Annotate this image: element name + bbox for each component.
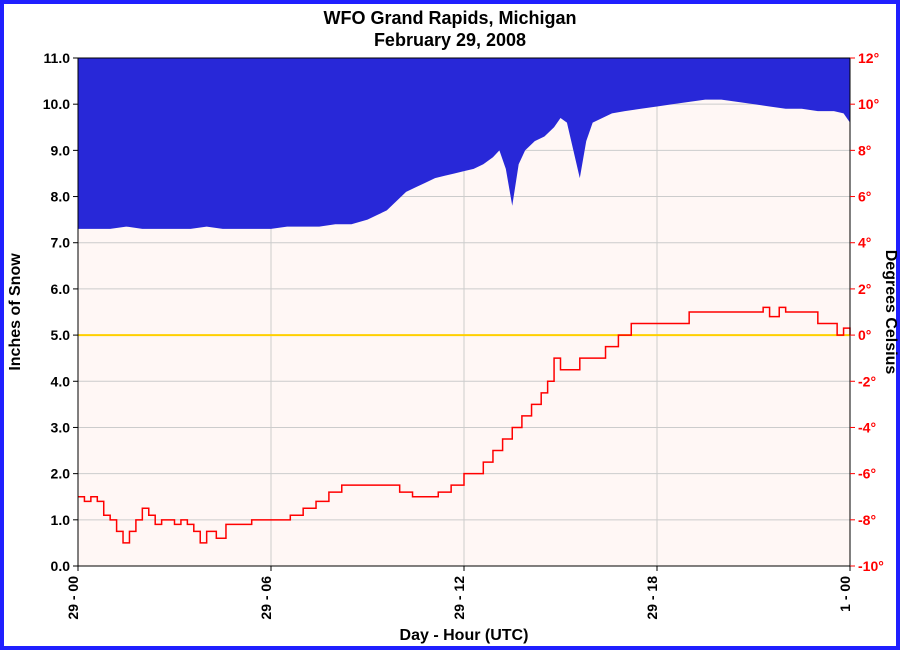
ytick-left-label: 9.0 <box>51 142 71 158</box>
ytick-left-label: 0.0 <box>51 558 71 574</box>
ytick-left-label: 11.0 <box>44 50 71 66</box>
ytick-right-label: 0° <box>858 327 871 343</box>
xtick-label: 29 - 00 <box>65 576 81 620</box>
ytick-left-label: 6.0 <box>51 281 71 297</box>
ytick-right-label: 6° <box>858 189 871 205</box>
ytick-left-label: 2.0 <box>51 466 71 482</box>
y-axis-right-label: Degrees Celsius <box>882 250 899 375</box>
chart-svg: WFO Grand Rapids, MichiganFebruary 29, 2… <box>0 0 900 650</box>
ytick-right-label: 4° <box>858 235 871 251</box>
ytick-left-label: 10.0 <box>43 96 70 112</box>
ytick-right-label: -2° <box>858 373 876 389</box>
ytick-left-label: 5.0 <box>51 327 71 343</box>
ytick-right-label: 12° <box>858 50 879 66</box>
ytick-left-label: 7.0 <box>51 235 71 251</box>
y-axis-left-label: Inches of Snow <box>7 253 24 371</box>
ytick-right-label: 10° <box>858 96 879 112</box>
ytick-right-label: -6° <box>858 466 876 482</box>
ytick-left-label: 4.0 <box>51 373 71 389</box>
xtick-label: 29 - 12 <box>451 576 467 620</box>
chart-container: WFO Grand Rapids, MichiganFebruary 29, 2… <box>0 0 900 650</box>
ytick-right-label: -10° <box>858 558 884 574</box>
ytick-left-label: 3.0 <box>51 419 71 435</box>
ytick-right-label: 8° <box>858 142 871 158</box>
ytick-right-label: -4° <box>858 419 876 435</box>
ytick-left-label: 1.0 <box>51 512 71 528</box>
ytick-right-label: 2° <box>858 281 871 297</box>
xtick-label: 1 - 00 <box>837 576 853 612</box>
ytick-right-label: -8° <box>858 512 876 528</box>
xtick-label: 29 - 06 <box>258 576 274 620</box>
x-axis-label: Day - Hour (UTC) <box>400 627 529 644</box>
chart-title-1: WFO Grand Rapids, Michigan <box>323 8 576 28</box>
xtick-label: 29 - 18 <box>644 576 660 620</box>
chart-title-2: February 29, 2008 <box>374 30 526 50</box>
ytick-left-label: 8.0 <box>51 189 71 205</box>
